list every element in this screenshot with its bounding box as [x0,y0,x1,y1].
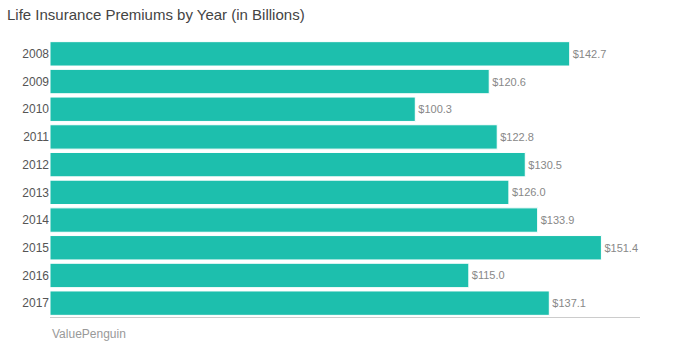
svg-text:$130.5: $130.5 [528,159,562,171]
svg-text:$115.0: $115.0 [472,269,505,281]
svg-text:$142.7: $142.7 [573,48,607,60]
svg-text:$120.6: $120.6 [492,76,526,88]
svg-text:ValuePenguin: ValuePenguin [52,327,126,341]
svg-text:$100.3: $100.3 [418,103,452,115]
svg-text:2010: 2010 [22,102,49,116]
svg-text:$133.9: $133.9 [541,214,575,226]
svg-text:$137.1: $137.1 [552,297,586,309]
svg-text:Life Insurance Premiums by Yea: Life Insurance Premiums by Year (in Bill… [7,6,305,23]
svg-text:2014: 2014 [22,213,49,227]
svg-text:2015: 2015 [22,241,49,255]
svg-text:2012: 2012 [22,158,49,172]
svg-text:2016: 2016 [22,269,49,283]
svg-text:2008: 2008 [22,47,49,61]
svg-text:$151.4: $151.4 [604,242,638,254]
svg-text:2011: 2011 [23,130,49,144]
svg-text:2013: 2013 [22,186,49,200]
svg-text:$122.8: $122.8 [500,131,534,143]
svg-text:$126.0: $126.0 [512,186,546,198]
svg-text:2009: 2009 [22,75,49,89]
svg-text:2017: 2017 [22,296,49,310]
